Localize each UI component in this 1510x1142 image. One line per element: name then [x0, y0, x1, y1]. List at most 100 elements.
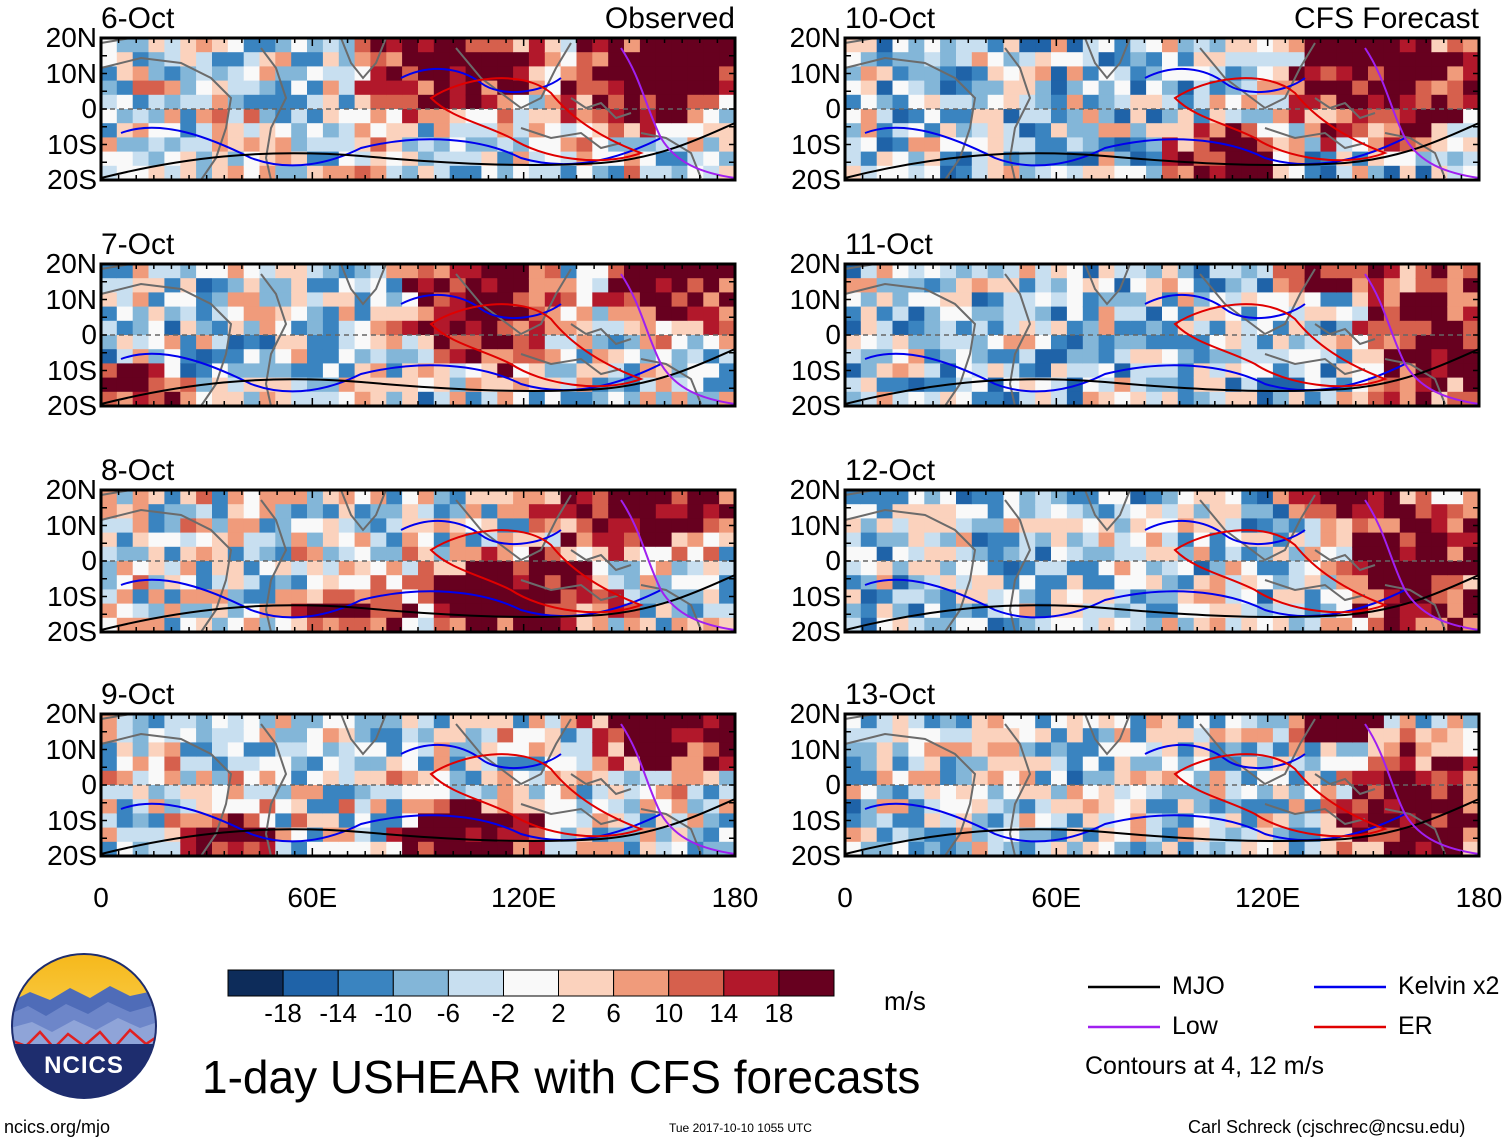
shear-cell — [1162, 363, 1179, 379]
shear-cell — [1082, 363, 1100, 379]
shear-cell — [544, 575, 562, 590]
shear-cell — [592, 80, 609, 96]
colorbar-tick-label: -2 — [491, 998, 516, 1028]
shear-cell — [544, 841, 562, 857]
shear-cell — [449, 504, 467, 519]
shear-cell — [481, 617, 498, 633]
shear-cell — [307, 38, 324, 53]
shear-cell — [465, 66, 482, 82]
shear-cell — [180, 742, 197, 758]
shear-cell — [449, 123, 467, 138]
shear-cell — [370, 518, 387, 534]
shear-cell — [1320, 306, 1337, 322]
shear-cell — [386, 490, 403, 505]
shear-cell — [322, 335, 340, 350]
shear-cell — [116, 292, 134, 308]
shear-cell — [671, 264, 688, 279]
shear-cell — [624, 38, 641, 53]
shear-cell — [164, 589, 181, 605]
shear-cell — [354, 335, 371, 350]
shear-cell — [1225, 320, 1242, 336]
shear-cell — [560, 292, 577, 308]
shear-cell — [671, 728, 688, 743]
shear-cell — [227, 561, 245, 576]
shear-cell — [196, 264, 213, 279]
shear-cell — [132, 799, 150, 814]
shear-cell — [845, 575, 862, 590]
shear-cell — [860, 66, 878, 82]
shear-cell — [1051, 785, 1068, 800]
shear-cell — [354, 504, 371, 519]
shear-cell — [1336, 742, 1353, 758]
shear-cell — [655, 532, 673, 548]
shear-cell — [1463, 292, 1480, 308]
shear-cell — [1431, 80, 1448, 96]
shear-cell — [876, 756, 894, 772]
shear-cell — [576, 518, 593, 534]
shear-cell — [1066, 532, 1084, 548]
shear-cell — [1383, 490, 1401, 505]
shear-cell — [1399, 785, 1417, 800]
shear-cell — [386, 363, 403, 379]
shear-cell — [671, 518, 688, 534]
shear-cell — [1003, 349, 1020, 364]
shear-cell — [1352, 799, 1369, 814]
shear-cell — [1162, 38, 1179, 53]
shear-cell — [465, 320, 482, 336]
shear-cell — [608, 532, 625, 548]
shear-cell — [354, 603, 371, 619]
shear-cell — [703, 532, 720, 548]
shear-cell — [1082, 306, 1100, 322]
shear-cell — [560, 561, 577, 576]
shear-cell — [164, 813, 181, 829]
shear-cell — [481, 165, 498, 181]
shear-cell — [971, 123, 989, 138]
shear-cell — [860, 827, 878, 843]
shear-cell — [1288, 770, 1306, 786]
shear-cell — [544, 546, 562, 562]
shear-cell — [465, 742, 482, 758]
shear-cell — [148, 518, 165, 534]
shear-cell — [971, 292, 989, 308]
shear-cell — [291, 306, 308, 322]
legend-line-swatch — [1088, 1025, 1160, 1029]
shear-cell — [1035, 109, 1052, 124]
shear-cell — [307, 714, 324, 729]
shear-cell — [1051, 165, 1068, 181]
shear-cell — [1146, 109, 1163, 124]
shear-cell — [497, 137, 514, 153]
shear-cell — [180, 292, 197, 308]
shear-cell — [418, 714, 435, 729]
shear-cell — [860, 714, 878, 729]
shear-cell — [1066, 785, 1084, 800]
shear-cell — [1146, 123, 1163, 138]
shear-cell — [1146, 38, 1163, 53]
shear-cell — [860, 292, 878, 308]
shear-cell — [560, 728, 577, 743]
shear-cell — [1003, 264, 1020, 279]
shear-cell — [703, 52, 720, 67]
shear-cell — [1051, 546, 1068, 562]
shear-cell — [687, 66, 704, 82]
shear-cell — [544, 799, 562, 814]
shear-cell — [892, 38, 909, 53]
shear-cell — [433, 589, 451, 605]
shear-cell — [465, 532, 482, 548]
shear-cell — [291, 546, 308, 562]
coastline — [455, 268, 572, 336]
shear-cell — [1098, 38, 1115, 53]
shear-cell — [971, 80, 989, 96]
shear-cell — [987, 841, 1005, 857]
shear-cell — [719, 264, 736, 279]
shear-cell — [1130, 94, 1147, 110]
shear-cell — [592, 264, 609, 279]
shear-cell — [687, 94, 704, 110]
shear-cell — [513, 742, 530, 758]
shear-cell — [418, 123, 435, 138]
shear-cell — [1066, 575, 1084, 590]
shear-cell — [576, 80, 593, 96]
shear-cell — [513, 561, 530, 576]
shear-cell — [1288, 165, 1306, 181]
shear-cell — [544, 278, 562, 293]
shear-cell — [860, 603, 878, 619]
